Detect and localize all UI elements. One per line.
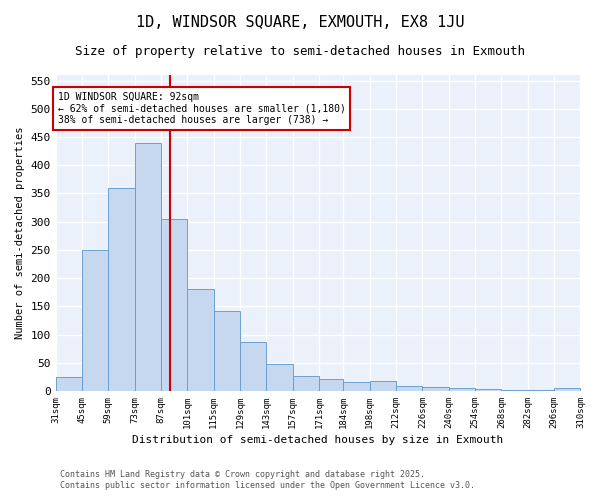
X-axis label: Distribution of semi-detached houses by size in Exmouth: Distribution of semi-detached houses by … [133,435,504,445]
Bar [293,376,319,391]
Bar [343,382,370,391]
Bar [240,342,266,391]
Text: 1D WINDSOR SQUARE: 92sqm
← 62% of semi-detached houses are smaller (1,180)
38% o: 1D WINDSOR SQUARE: 92sqm ← 62% of semi-d… [58,92,346,125]
Bar [502,390,528,391]
Bar [266,364,293,391]
Bar [528,390,554,391]
Y-axis label: Number of semi-detached properties: Number of semi-detached properties [15,126,25,339]
Bar [214,311,240,391]
Bar [187,290,214,391]
Text: 1D, WINDSOR SQUARE, EXMOUTH, EX8 1JU: 1D, WINDSOR SQUARE, EXMOUTH, EX8 1JU [136,15,464,30]
Text: Size of property relative to semi-detached houses in Exmouth: Size of property relative to semi-detach… [75,45,525,58]
Bar [56,378,82,391]
Bar [449,388,475,391]
Bar [161,219,187,391]
Bar [475,388,502,391]
Bar [109,188,134,391]
Bar [134,142,161,391]
Bar [319,378,343,391]
Bar [370,381,396,391]
Text: Contains HM Land Registry data © Crown copyright and database right 2025.
Contai: Contains HM Land Registry data © Crown c… [60,470,475,490]
Bar [82,250,109,391]
Bar [554,388,580,391]
Bar [396,386,422,391]
Bar [422,387,449,391]
